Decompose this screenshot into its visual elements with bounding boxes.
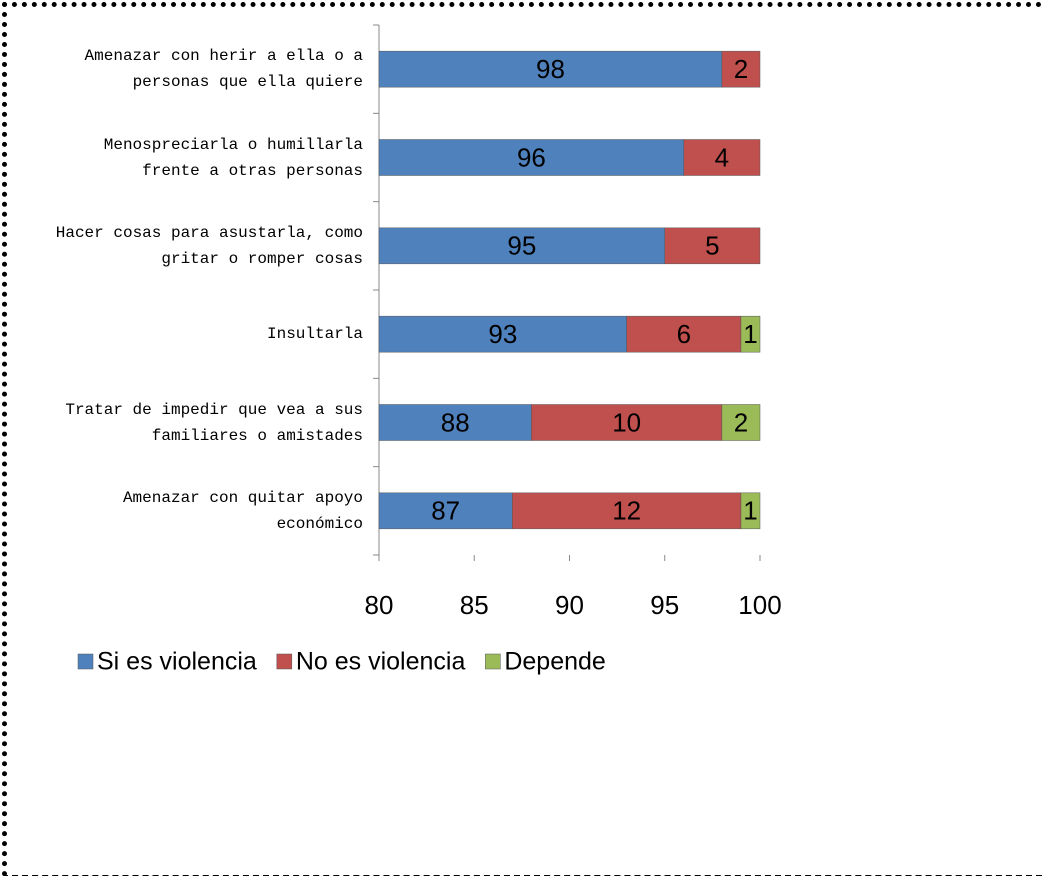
data-label: 1 <box>743 496 757 526</box>
data-label: 98 <box>536 54 565 84</box>
bar <box>378 315 627 353</box>
category-label: Menospreciarla o humillarla frente a otr… <box>103 135 363 180</box>
category-label: Amenazar con herir a ella o a personas q… <box>84 47 363 92</box>
data-label: 6 <box>677 319 691 349</box>
bar <box>378 404 532 441</box>
bar <box>378 227 665 265</box>
bar <box>740 315 761 353</box>
bar <box>683 139 761 176</box>
data-label: 2 <box>734 407 748 437</box>
bar <box>664 227 761 265</box>
bar <box>531 404 723 441</box>
category-label: Hacer cosas para asustarla, como gritar … <box>55 223 363 268</box>
bar <box>378 139 685 176</box>
data-label: 95 <box>507 231 536 261</box>
legend-label: Depende <box>504 648 605 676</box>
bar <box>378 50 723 88</box>
data-label: 2 <box>734 54 748 84</box>
x-tick-label: 85 <box>460 590 489 620</box>
data-label: 12 <box>612 496 641 526</box>
bar <box>378 492 513 530</box>
bar <box>512 492 742 530</box>
bar <box>626 315 742 353</box>
data-label: 10 <box>612 407 641 437</box>
category-label: Amenazar con quitar apoyo económico <box>122 488 363 533</box>
x-tick-label: 100 <box>738 590 781 620</box>
legend-swatch <box>77 653 94 670</box>
legend-label: No es violencia <box>296 648 466 676</box>
legend-swatch <box>276 653 293 670</box>
data-label: 4 <box>715 142 729 172</box>
category-label: Tratar de impedir que vea a sus familiar… <box>65 400 363 445</box>
category-label: Insultarla <box>266 325 363 344</box>
legend-swatch <box>485 653 501 670</box>
legend-label: Si es violencia <box>97 648 257 676</box>
bar <box>721 404 761 441</box>
bar <box>740 492 761 530</box>
x-tick-label: 95 <box>650 590 679 620</box>
x-tick-label: 90 <box>555 590 584 620</box>
x-tick-label: 80 <box>365 590 394 620</box>
data-label: 93 <box>488 319 517 349</box>
data-label: 87 <box>431 496 460 526</box>
data-label: 96 <box>517 142 546 172</box>
data-label: 5 <box>705 231 719 261</box>
data-label: 1 <box>743 319 757 349</box>
bar <box>721 50 761 88</box>
data-label: 88 <box>441 407 470 437</box>
